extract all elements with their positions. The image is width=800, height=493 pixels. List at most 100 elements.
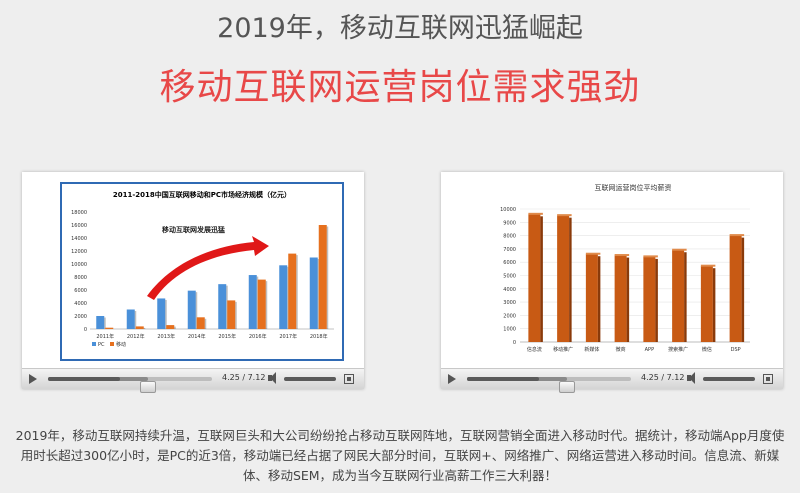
play-icon[interactable]	[29, 374, 37, 384]
bar-PC	[126, 309, 135, 329]
bar-shadow	[143, 327, 146, 329]
bar-shadow	[256, 276, 259, 329]
y-tick-label: 4000	[503, 287, 516, 293]
seek-bar[interactable]	[467, 377, 631, 393]
bar-shadow	[104, 317, 106, 329]
bar-top-face	[585, 252, 601, 255]
headline-secondary: 移动互联网运营岗位需求强劲	[159, 67, 641, 108]
fullscreen-icon[interactable]	[763, 374, 773, 384]
bar-side-shade	[626, 257, 630, 342]
y-tick-label: 14000	[71, 236, 87, 242]
salary-bar	[729, 235, 742, 342]
bar-side-shade	[684, 252, 687, 342]
bar-shadow	[134, 311, 137, 329]
volume-slider[interactable]	[703, 377, 755, 381]
bar-side-shade	[569, 217, 572, 342]
chart-title: 互联网运营岗位平均薪资	[595, 183, 672, 192]
seek-progress	[48, 377, 120, 381]
bar-top-face	[557, 214, 572, 217]
bar-shadow	[296, 255, 298, 329]
x-tick-label: 移动推广	[553, 346, 573, 353]
x-tick-label: 2014年	[188, 333, 206, 340]
y-tick-label: 18000	[71, 210, 87, 216]
bar-shadow	[204, 318, 207, 329]
y-tick-label: 1000	[503, 327, 516, 333]
salary-bar	[643, 256, 656, 342]
salary-bar	[700, 266, 713, 342]
y-tick-label: 0	[84, 327, 87, 333]
bar-PC	[248, 275, 257, 329]
bar-shadow	[165, 299, 167, 329]
volume-icon[interactable]	[268, 372, 276, 384]
salary-bar	[528, 214, 541, 342]
x-tick-label: 2017年	[279, 333, 297, 340]
x-tick-label: 2013年	[157, 333, 175, 340]
bar-side-shade	[540, 216, 543, 342]
chart-annotation: 移动互联网发展迅猛	[162, 225, 225, 234]
bar-shadow	[287, 266, 289, 329]
play-icon[interactable]	[448, 374, 456, 384]
seek-handle[interactable]	[559, 381, 575, 393]
x-tick-label: DSP	[731, 347, 741, 353]
bar-top-face	[643, 255, 658, 258]
salary-bar	[614, 255, 627, 342]
y-tick-label: 9000	[503, 220, 516, 226]
seek-progress	[467, 377, 539, 381]
bar-shadow	[174, 326, 176, 329]
playback-time: 4.25 / 7.12	[641, 373, 685, 382]
bar-top-face	[729, 234, 745, 237]
x-tick-label: 2012年	[127, 333, 145, 340]
bar-PC	[309, 257, 318, 329]
fullscreen-icon[interactable]	[344, 374, 354, 384]
bar-shadow	[265, 281, 268, 329]
salary-bar	[585, 254, 598, 342]
bar-shadow	[235, 301, 237, 329]
x-tick-label: 搜索推广	[668, 346, 688, 353]
bar-top-face	[672, 248, 687, 251]
y-tick-label: 10000	[71, 262, 87, 268]
bar-side-shade	[741, 237, 745, 342]
video-panel-salary[interactable]: 互联网运营岗位平均薪资 0 1000 2000 3000 4000 5000 6000 7000…	[441, 172, 783, 393]
seek-handle[interactable]	[140, 381, 156, 393]
salary-bar	[557, 215, 570, 342]
x-tick-label: 2018年	[310, 333, 328, 340]
y-tick-label: 0	[513, 340, 516, 346]
x-tick-label: 微信	[702, 346, 712, 353]
video-panel-market-scale[interactable]: 2011-2018中国互联网移动和PC市场经济规模（亿元） 0 2000 4000 60…	[22, 172, 364, 393]
seek-bar[interactable]	[48, 377, 212, 393]
bar-移动	[166, 325, 175, 329]
video-player-controls: 4.25 / 7.12	[22, 368, 364, 393]
y-tick-label: 6000	[74, 288, 87, 294]
y-tick-label: 10000	[500, 207, 516, 213]
trend-arrow	[147, 236, 269, 300]
y-tick-label: 8000	[503, 234, 516, 240]
y-tick-label: 8000	[74, 275, 87, 281]
legend-label-pc: PC	[98, 342, 105, 348]
bar-top-face	[700, 264, 716, 267]
bar-top-face	[528, 212, 543, 215]
bar-PC	[187, 290, 196, 329]
bar-移动	[196, 317, 205, 329]
playback-time: 4.25 / 7.12	[222, 373, 266, 382]
x-tick-label: APP	[645, 347, 654, 353]
volume-slider[interactable]	[284, 377, 336, 381]
bar-移动	[318, 225, 327, 329]
caption-text: 2019年，移动互联网持续升温，互联网巨头和大公司纷纷抢占移动互联网阵地，互联网…	[15, 428, 785, 483]
volume-icon[interactable]	[687, 372, 695, 384]
y-tick-label: 16000	[71, 223, 87, 229]
salary-bar	[672, 250, 685, 342]
legend-swatch-mobile	[110, 342, 114, 346]
bar-side-shade	[655, 258, 658, 342]
market-scale-chart: 2011-2018中国互联网移动和PC市场经济规模（亿元） 0 2000 4000 60…	[60, 182, 344, 361]
bar-移动	[227, 300, 236, 329]
salary-chart: 互联网运营岗位平均薪资 0 1000 2000 3000 4000 5000 6000 7000…	[488, 182, 756, 360]
salary-chart-svg: 互联网运营岗位平均薪资 0 1000 2000 3000 4000 5000 6000 7000…	[500, 183, 750, 353]
chart-title: 2011-2018中国互联网移动和PC市场经济规模（亿元）	[113, 190, 291, 199]
bar-shadow	[226, 285, 228, 329]
y-tick-label: 4000	[74, 301, 87, 307]
bar-移动	[135, 326, 144, 329]
legend-label-mobile: 移动	[116, 341, 126, 348]
y-tick-label: 7000	[503, 247, 516, 253]
bar-PC	[218, 284, 227, 329]
bar-PC	[279, 265, 288, 329]
